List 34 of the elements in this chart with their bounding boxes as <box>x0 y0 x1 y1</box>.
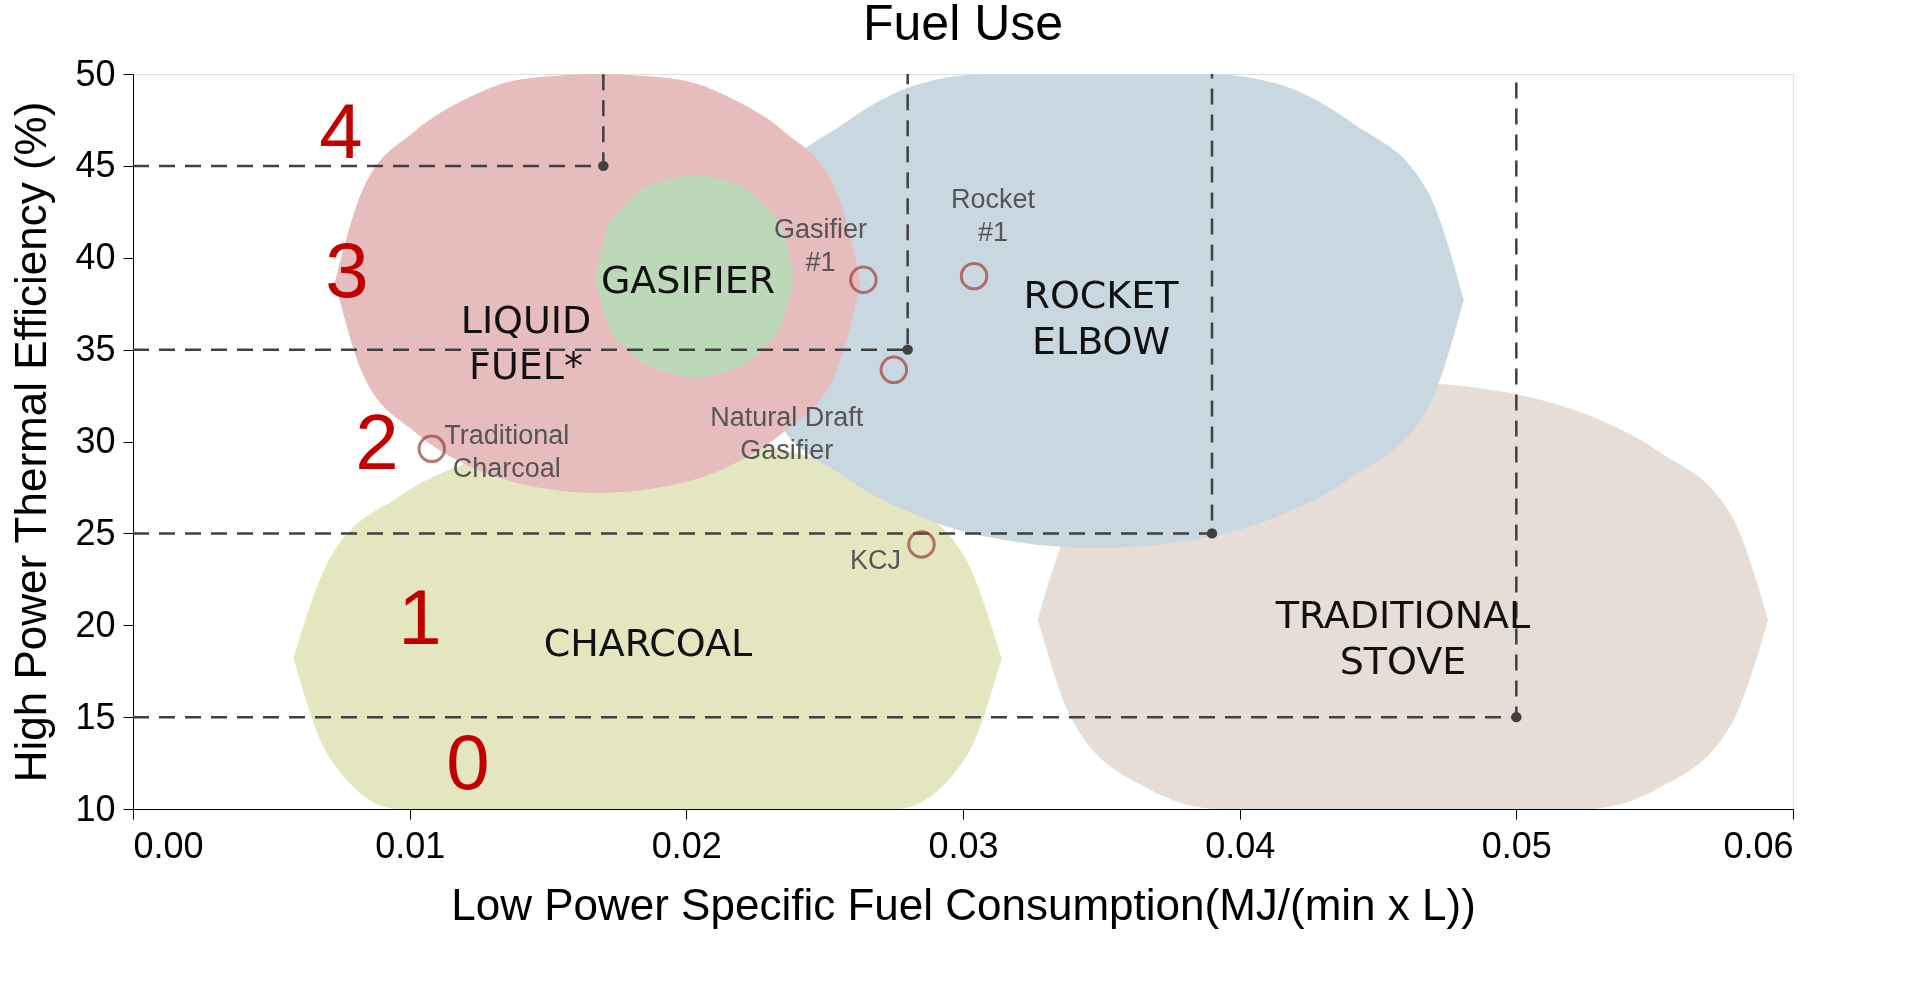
y-tick-label: 25 <box>75 511 116 553</box>
y-tick-label: 35 <box>75 328 116 370</box>
annotation: Rocket #1 <box>951 184 1036 248</box>
x-tick-label: 0.03 <box>928 824 999 866</box>
annotation: Gasifier #1 <box>773 213 867 277</box>
x-tick-label: 0.01 <box>375 824 446 866</box>
y-tick-label: 20 <box>75 603 116 645</box>
annotation: KCJ <box>849 545 902 576</box>
x-tick-label: 0.04 <box>1205 824 1276 866</box>
x-tick-label: 0.02 <box>651 824 722 866</box>
y-tick-label: 50 <box>75 52 116 94</box>
annotation: LIQUID FUEL* <box>460 298 592 388</box>
chart-title: Fuel Use <box>862 0 1064 51</box>
annotation: Natural Draft Gasifier <box>710 401 864 465</box>
annotation: 2 <box>355 398 399 486</box>
annotation: CHARCOAL <box>543 621 753 665</box>
annotation: TRADITIONAL STOVE <box>1274 593 1531 683</box>
x-tick-label: 0.00 <box>133 824 204 866</box>
y-tick-label: 30 <box>75 420 116 461</box>
annotation: 4 <box>319 87 363 175</box>
annotation: 1 <box>398 573 442 661</box>
annotation: GASIFIER <box>600 258 776 302</box>
y-tick-label: 40 <box>75 236 116 278</box>
x-tick-label: 0.05 <box>1481 824 1552 866</box>
annotation: 0 <box>446 718 490 806</box>
y-tick-label: 10 <box>75 787 116 829</box>
annotation: 3 <box>325 226 369 314</box>
y-tick-label: 45 <box>75 144 116 186</box>
annotation: ROCKET ELBOW <box>1023 273 1180 363</box>
x-axis-title: Low Power Specific Fuel Consumption(MJ/(min x L)) <box>451 879 1476 929</box>
x-tick-label: 0.06 <box>1723 824 1794 866</box>
annotation: Traditional Charcoal <box>444 419 570 483</box>
y-tick-label: 15 <box>75 695 116 737</box>
y-axis-title: High Power Thermal Efficiency (%) <box>6 101 56 783</box>
